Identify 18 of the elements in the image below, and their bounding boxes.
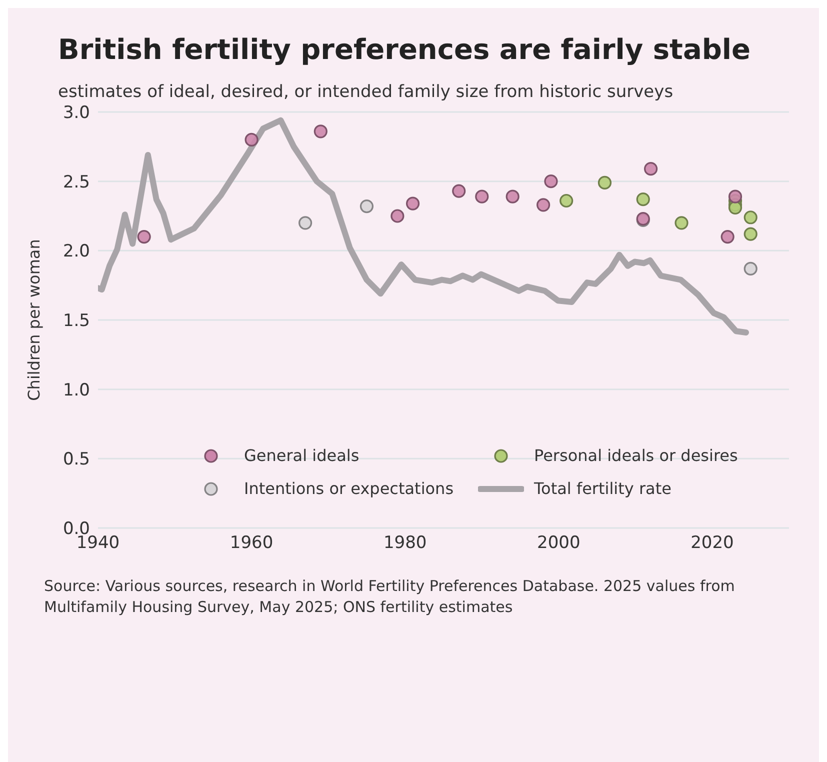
chart-subtitle: estimates of ideal, desired, or intended family size from historic surveys: [57, 81, 674, 102]
y-tick-label: 1.5: [62, 311, 90, 332]
x-tick-label: 2000: [537, 533, 580, 554]
y-tick-label: 1.0: [62, 380, 90, 400]
y-axis-title: Children per woman: [24, 239, 44, 401]
x-tick-label: 2020: [690, 533, 734, 554]
legend-label: Personal ideals or desires: [534, 446, 738, 465]
y-tick-label: 3.0: [62, 103, 90, 124]
x-tick-label: 1980: [383, 533, 427, 554]
legend-label: General ideals: [244, 446, 360, 465]
legend-label: Intentions or expectations: [244, 479, 454, 498]
legend-label: Total fertility rate: [534, 479, 672, 498]
source-note: Source: Various sources, research in World Fertility Preferences Database. 2025 values from Multifamily Housing Survey, May 2025; ONS fertility estimates: [43, 576, 736, 618]
y-tick-label: 2.0: [62, 242, 90, 262]
y-tick-label: 0.5: [62, 450, 90, 470]
x-tick-label: 1960: [230, 533, 274, 554]
y-tick-label: 2.5: [62, 172, 90, 192]
chart-title: British fertility preferences are fairly stable: [57, 32, 752, 68]
